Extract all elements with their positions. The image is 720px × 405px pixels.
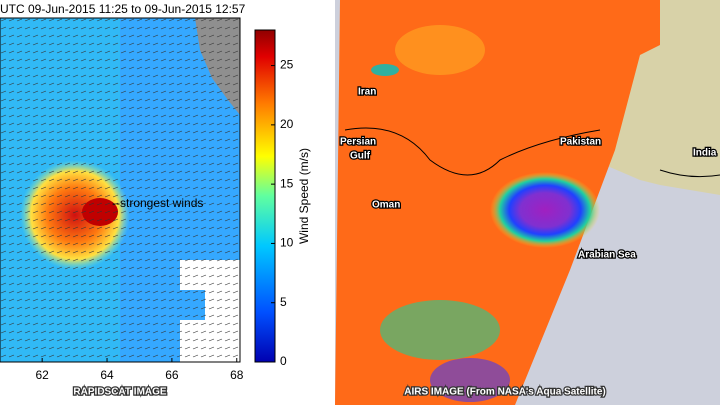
colorbar-tick-label: 20 — [280, 117, 294, 131]
map-label: Oman — [372, 200, 400, 211]
x-tick-label: 62 — [35, 368, 49, 382]
caption: AIRS IMAGE (From NASA's Aqua Satellite) — [404, 387, 605, 398]
coastline — [344, 127, 601, 176]
colorbar-tick-label: 0 — [280, 354, 287, 368]
colorbar — [254, 29, 276, 363]
x-tick-label: 64 — [100, 368, 114, 382]
map-label: Iran — [358, 87, 376, 98]
annotation: --strongest winds — [112, 196, 203, 210]
panel-title: UTC 09-Jun-2015 11:25 to 09-Jun-2015 12:… — [0, 2, 246, 16]
warm-area — [395, 25, 485, 75]
map-label: Persian — [340, 137, 376, 148]
colorbar-tick-label: 15 — [280, 176, 294, 190]
plot-frame — [0, 17, 241, 363]
storm — [490, 172, 600, 248]
coastline — [659, 169, 720, 178]
airs-panel: Iran Persian Gulf Pakistan India Oman Ar… — [335, 0, 720, 405]
map-label: Pakistan — [560, 137, 601, 148]
colorbar-label: Wind Speed (m/s) — [297, 148, 311, 244]
cloud — [371, 64, 399, 76]
rapidscat-panel: UTC 09-Jun-2015 11:25 to 09-Jun-2015 12:… — [0, 2, 311, 399]
caption: RAPIDSCAT IMAGE — [73, 387, 166, 398]
colorbar-tick-label: 25 — [280, 58, 294, 72]
map-label: Arabian Sea — [578, 250, 636, 261]
colorbar-tick-label: 5 — [280, 295, 287, 309]
cloud-band — [380, 300, 500, 360]
map-label: Gulf — [350, 151, 371, 162]
cloud-band — [430, 358, 510, 402]
colorbar-tick-label: 10 — [280, 236, 294, 250]
map-label: India — [693, 148, 717, 159]
x-tick-label: 66 — [165, 368, 179, 382]
x-tick-label: 68 — [230, 368, 244, 382]
wind-vectors — [0, 18, 240, 362]
